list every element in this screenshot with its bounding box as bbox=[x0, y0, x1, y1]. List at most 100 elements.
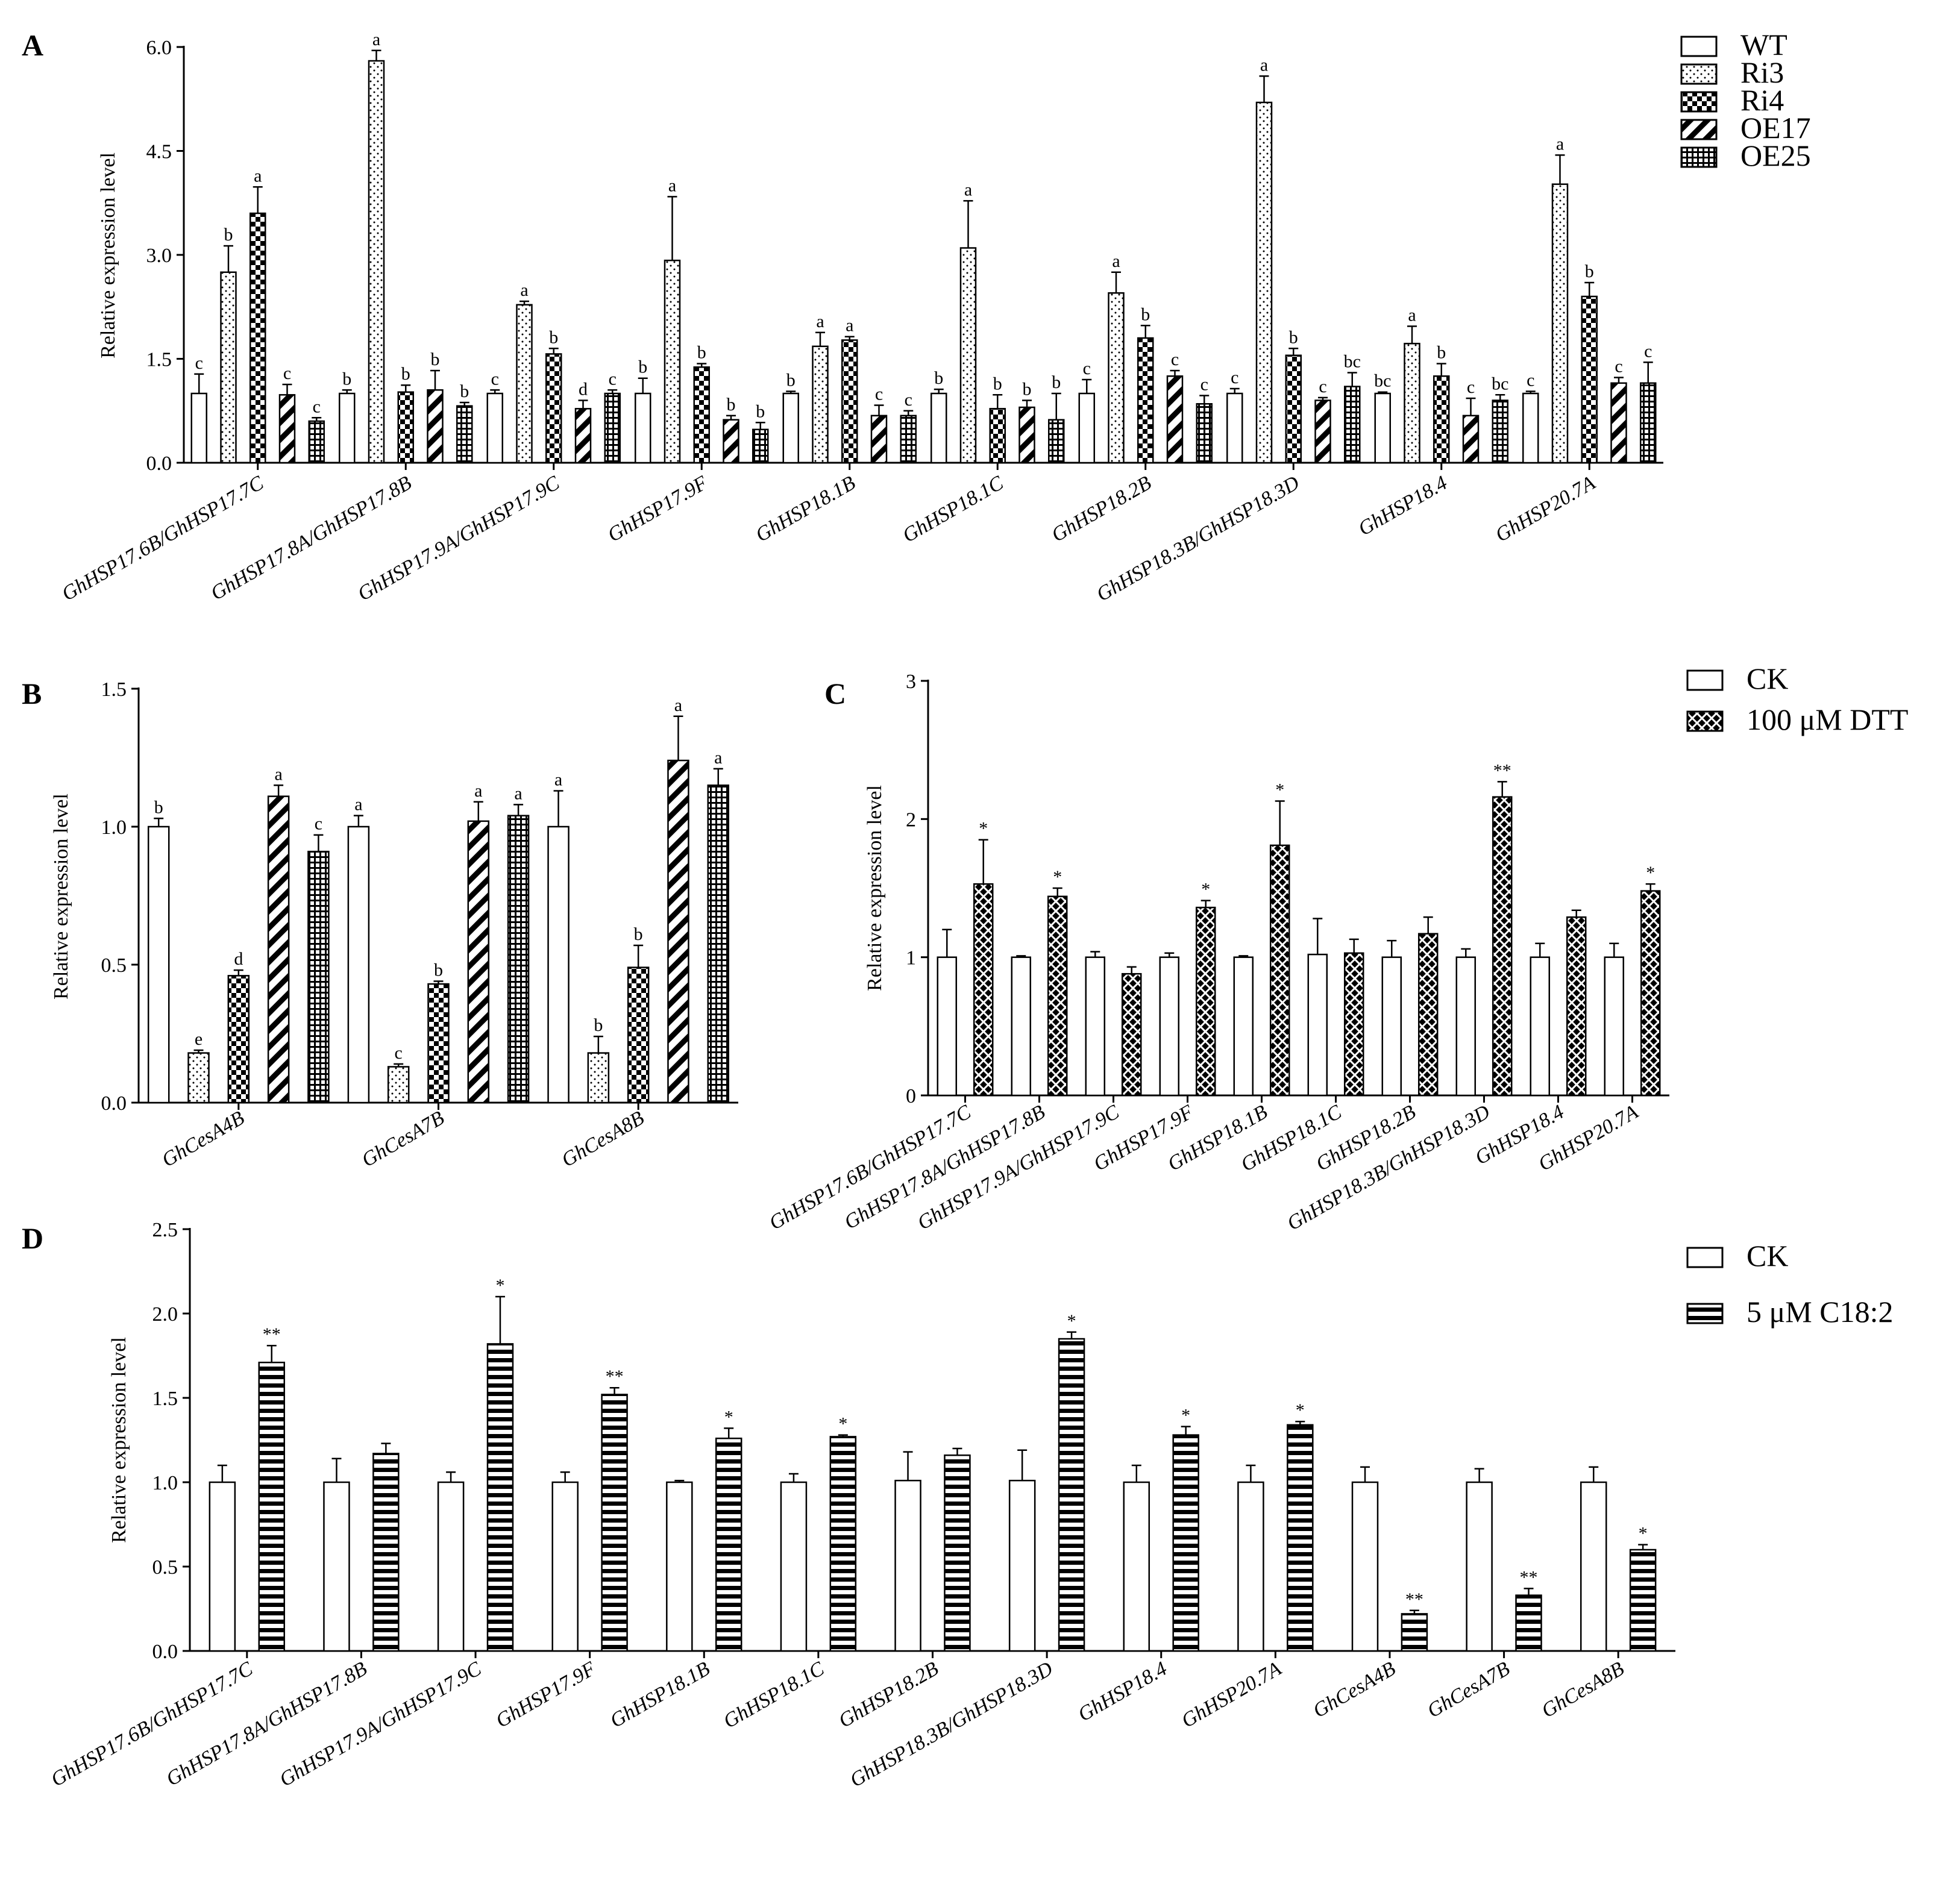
panel-c-bar bbox=[1343, 952, 1364, 1097]
panel-c-bar bbox=[1085, 956, 1106, 1097]
panel-a-bar bbox=[1285, 354, 1302, 464]
panel-a-significance-label: c bbox=[1615, 357, 1622, 377]
panel-a-legend-swatch bbox=[1680, 91, 1718, 113]
panel-d-bar bbox=[1172, 1434, 1199, 1652]
panel-a-bar bbox=[368, 60, 385, 464]
panel-b-bar bbox=[147, 825, 170, 1104]
panel-a-significance-label: b bbox=[549, 327, 558, 347]
panel-d-bar bbox=[1058, 1338, 1085, 1652]
panel-a-bar bbox=[1226, 392, 1243, 464]
panel-d-bar bbox=[1123, 1481, 1150, 1652]
panel-d-category-label: GhHSP18.3B/GhHSP18.3D bbox=[846, 1658, 1056, 1792]
panel-c-significance-label: * bbox=[1201, 880, 1210, 900]
panel-b-y-tick-label: 1.0 bbox=[101, 816, 127, 839]
panel-b-significance-label: a bbox=[554, 769, 562, 789]
panel-b-y-tick-label: 0.5 bbox=[101, 954, 127, 977]
panel-a-significance-label: a bbox=[816, 312, 824, 331]
panel-c-bar bbox=[1307, 953, 1328, 1097]
panel-a-significance-label: bc bbox=[1492, 374, 1508, 393]
panel-a-significance-label: c bbox=[313, 396, 321, 416]
panel-d-significance-label: * bbox=[1067, 1311, 1076, 1331]
panel-b-chart: 0.0 0.5 1.0 1.5 Relative expression level GhC… bbox=[50, 678, 738, 1171]
panel-a-category-label: GhHSP17.9F bbox=[604, 471, 712, 546]
panel-d-y-tick-label: 0.5 bbox=[152, 1556, 178, 1579]
panel-a-bar bbox=[278, 394, 296, 464]
panel-b-significance-label: b bbox=[594, 1015, 603, 1035]
panel-a-significance-label: b bbox=[697, 343, 706, 363]
panel-b-bar bbox=[187, 1052, 210, 1104]
panel-a-bar bbox=[931, 392, 947, 464]
panel-c-y-tick-label: 1 bbox=[906, 947, 916, 969]
panel-a-significance-label: b bbox=[1437, 343, 1446, 363]
panel-d-y-tick-label: 1.0 bbox=[152, 1472, 178, 1494]
panel-d-bar bbox=[209, 1481, 236, 1652]
panel-a-bar bbox=[516, 304, 533, 464]
panel-a-significance-label: c bbox=[1319, 377, 1326, 396]
panel-a-significance-label: b bbox=[1585, 261, 1594, 281]
panel-b-significance-label: a bbox=[674, 695, 682, 715]
panel-d-significance-label: * bbox=[724, 1407, 733, 1427]
panel-b-category-label: GhCesA7B bbox=[358, 1107, 448, 1172]
panel-d-category-label: GhHSP18.1B bbox=[606, 1658, 714, 1732]
panel-b-bar bbox=[707, 784, 730, 1104]
panel-a-significance-label: a bbox=[372, 30, 380, 49]
panel-d-category-label: GhCesA4B bbox=[1310, 1658, 1400, 1723]
panel-c-bar bbox=[1233, 956, 1254, 1097]
panel-a-bar bbox=[1522, 392, 1539, 464]
panel-a-y-tick-label: 6.0 bbox=[146, 37, 172, 59]
panel-a-significance-label: c bbox=[875, 384, 883, 404]
panel-a-bar bbox=[693, 366, 710, 464]
panel-a-y-tick-label: 4.5 bbox=[146, 141, 172, 163]
panel-a-bar bbox=[870, 415, 888, 464]
panel-b-bar bbox=[627, 966, 650, 1104]
panel-d-bar bbox=[1580, 1481, 1607, 1652]
panel-a-bar bbox=[1462, 415, 1480, 464]
panel-c-bar bbox=[1530, 956, 1551, 1097]
panel-a-legend-label: Ri3 bbox=[1740, 55, 1784, 89]
panel-d-bar bbox=[258, 1361, 286, 1652]
panel-a-category-label: GhHSP20.7A bbox=[1492, 472, 1599, 546]
panel-b-bar bbox=[307, 850, 330, 1104]
panel-a-significance-label: a bbox=[668, 175, 676, 195]
panel-a-bar bbox=[574, 408, 592, 464]
panel-c-significance-label: * bbox=[1646, 863, 1655, 883]
panel-a-significance-label: b bbox=[431, 349, 440, 369]
panel-a-bar bbox=[397, 391, 414, 464]
panel-a-bar bbox=[1018, 406, 1035, 464]
panel-d-bar bbox=[323, 1481, 350, 1652]
panel-d-significance-label: ** bbox=[1405, 1589, 1423, 1609]
panel-a-bar bbox=[308, 420, 325, 464]
panel-d-bar bbox=[829, 1436, 857, 1652]
panel-d-significance-label: ** bbox=[263, 1324, 281, 1344]
panel-b-bar bbox=[667, 759, 689, 1104]
panel-a-significance-label: b bbox=[1023, 380, 1032, 399]
panel-d-category-label: GhHSP17.9F bbox=[492, 1657, 600, 1732]
panel-d-significance-label: ** bbox=[1520, 1567, 1538, 1587]
panel-b-significance-label: d bbox=[234, 949, 243, 969]
panel-c-bar bbox=[1566, 916, 1587, 1097]
panel-c-bar bbox=[1159, 956, 1180, 1097]
panel-c-bar bbox=[1195, 906, 1216, 1097]
panel-a-bar bbox=[1137, 337, 1154, 464]
panel-d-bar bbox=[1515, 1594, 1542, 1652]
panel-d-chart: 0.0 0.5 1.0 1.5 2.0 2.5 Relative expression le… bbox=[48, 1219, 1894, 1792]
panel-b-bar bbox=[227, 975, 250, 1104]
panel-b-significance-label: c bbox=[395, 1043, 403, 1063]
panel-b-significance-label: a bbox=[714, 748, 722, 768]
panel-b-y-tick-label: 0.0 bbox=[101, 1092, 127, 1115]
panel-d-category-label: GhHSP18.4 bbox=[1075, 1658, 1171, 1726]
panel-d-significance-label: * bbox=[838, 1414, 847, 1434]
panel-a-bar bbox=[752, 428, 769, 464]
panel-a-legend-label: WT bbox=[1740, 28, 1787, 61]
panel-a-chart: 0.0 1.5 3.0 4.5 6.0 Relative expression level… bbox=[58, 28, 1810, 606]
panel-a-significance-label: b bbox=[993, 374, 1002, 393]
panel-a-bar bbox=[220, 271, 237, 464]
panel-a-bar bbox=[1374, 392, 1391, 464]
panel-c-bar bbox=[1047, 895, 1068, 1097]
panel-b-bar bbox=[347, 825, 370, 1104]
panel-label-d: D bbox=[22, 1221, 43, 1255]
panel-a-significance-label: b bbox=[638, 357, 647, 377]
panel-a-y-axis-label: Relative expression level bbox=[97, 152, 119, 359]
